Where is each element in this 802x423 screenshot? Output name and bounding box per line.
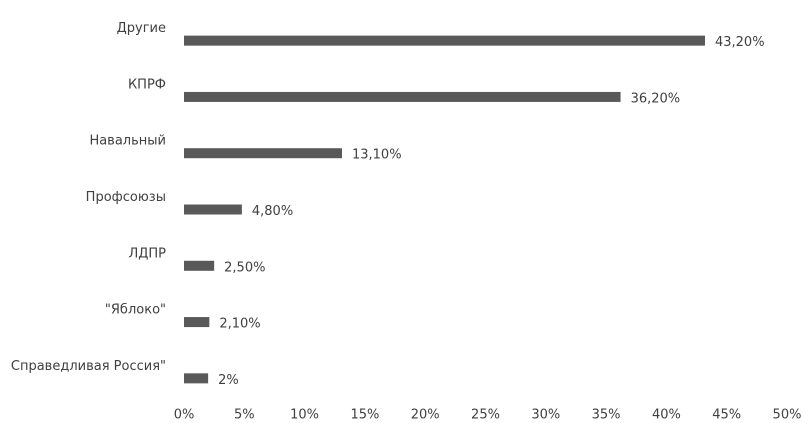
x-tick-label: 35% (592, 408, 621, 423)
bar (184, 204, 242, 215)
y-tick-label: КПРФ (128, 77, 166, 92)
bar (184, 148, 342, 159)
value-label: 2,10% (219, 317, 260, 332)
value-label: 36,20% (631, 91, 681, 106)
x-tick-label: 20% (411, 408, 440, 423)
bar (184, 373, 209, 384)
bar (184, 260, 215, 271)
value-label: 4,80% (252, 204, 293, 219)
x-tick-label: 10% (290, 408, 319, 423)
x-tick-label: 30% (531, 408, 560, 423)
value-label: 2% (218, 373, 239, 388)
y-tick-label: ЛДПР (128, 246, 166, 261)
x-tick-label: 15% (350, 408, 379, 423)
y-tick-label: Другие (117, 21, 166, 36)
bar (184, 317, 210, 328)
y-tick-label: Профсоюзы (86, 190, 166, 205)
bar (184, 35, 705, 46)
value-label: 13,10% (352, 148, 402, 163)
x-tick-label: 40% (652, 408, 681, 423)
value-label: 2,50% (224, 260, 265, 275)
bar (184, 91, 621, 102)
value-label: 43,20% (715, 35, 765, 50)
x-tick-label: 5% (234, 408, 255, 423)
y-tick-label: "Яблоко" (105, 303, 166, 318)
x-tick-label: 50% (773, 408, 802, 423)
x-tick-label: 45% (712, 408, 741, 423)
x-tick-label: 0% (174, 408, 195, 423)
x-tick-label: 25% (471, 408, 500, 423)
y-tick-label: Справедливая Россия" (11, 359, 166, 374)
y-tick-label: Навальный (89, 134, 166, 149)
